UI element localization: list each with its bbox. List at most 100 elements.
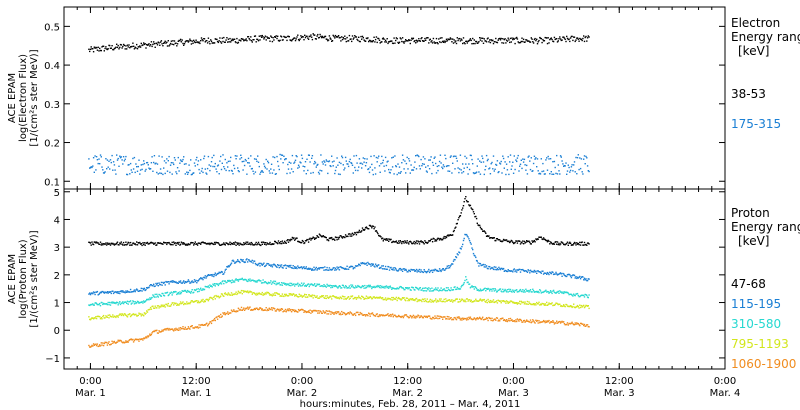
data-point <box>414 299 416 302</box>
data-point <box>465 300 467 303</box>
data-point <box>111 301 113 303</box>
data-point <box>415 240 418 242</box>
data-point <box>492 39 494 41</box>
data-point <box>163 329 165 331</box>
data-point <box>423 300 425 303</box>
data-point <box>271 295 274 297</box>
data-point <box>504 239 506 242</box>
data-point <box>99 318 102 320</box>
data-point <box>519 42 521 44</box>
data-point <box>500 160 502 163</box>
data-point <box>153 283 155 285</box>
data-point <box>473 39 475 41</box>
data-point <box>386 286 388 289</box>
data-point <box>569 241 571 243</box>
data-point <box>130 169 132 171</box>
data-point <box>573 274 576 277</box>
data-point <box>249 278 251 280</box>
data-point <box>434 240 436 242</box>
data-point <box>527 303 529 305</box>
data-point <box>567 305 569 308</box>
data-point <box>96 290 99 293</box>
data-point <box>529 272 531 274</box>
data-point <box>232 39 234 42</box>
data-point <box>536 38 538 40</box>
data-point <box>482 161 485 163</box>
data-point <box>309 284 311 286</box>
data-point <box>173 280 176 283</box>
data-point <box>103 172 105 174</box>
data-point <box>132 42 134 44</box>
data-point <box>323 284 325 286</box>
data-point <box>233 243 236 245</box>
data-point <box>265 39 267 41</box>
data-point <box>295 283 297 285</box>
data-point <box>433 41 435 43</box>
data-point <box>156 244 158 246</box>
data-point <box>586 37 589 39</box>
data-point <box>373 228 375 230</box>
data-point <box>488 41 490 43</box>
data-point <box>226 312 228 315</box>
data-point <box>346 265 348 267</box>
data-point <box>164 172 166 175</box>
data-point <box>227 41 229 43</box>
data-point <box>416 300 418 303</box>
data-point <box>526 270 528 272</box>
data-point <box>147 164 149 166</box>
data-point <box>96 159 99 161</box>
data-point <box>263 309 266 311</box>
data-point <box>459 288 462 290</box>
data-point <box>465 317 467 320</box>
data-point <box>94 155 96 157</box>
data-point <box>154 305 156 307</box>
data-point <box>293 37 295 39</box>
data-point <box>397 297 399 300</box>
data-point <box>250 291 253 293</box>
data-point <box>256 292 258 295</box>
data-point <box>267 281 270 284</box>
data-point <box>516 320 518 323</box>
data-point <box>530 37 532 39</box>
data-point <box>515 269 517 271</box>
data-point <box>260 35 262 37</box>
data-point <box>481 300 483 302</box>
data-point <box>391 314 393 316</box>
data-point <box>163 281 166 284</box>
data-point <box>368 286 371 288</box>
data-point <box>206 325 209 327</box>
data-point <box>533 239 536 242</box>
data-point <box>556 173 559 175</box>
data-point <box>502 317 504 319</box>
data-point <box>366 314 368 316</box>
data-point <box>447 38 449 40</box>
data-point <box>112 242 114 245</box>
data-point <box>475 259 478 262</box>
data-point <box>294 285 296 287</box>
data-point <box>96 49 99 51</box>
data-point <box>284 241 287 244</box>
data-point <box>154 163 156 165</box>
data-point <box>369 224 371 227</box>
data-point <box>214 285 216 287</box>
data-point <box>388 41 390 43</box>
data-point <box>438 300 440 302</box>
data-point <box>102 169 104 171</box>
data-point <box>521 167 523 170</box>
data-point <box>139 169 142 171</box>
data-point <box>410 241 412 243</box>
data-point <box>273 307 275 310</box>
data-point <box>294 39 297 42</box>
data-point <box>250 308 253 311</box>
data-point <box>485 317 488 319</box>
data-point <box>206 173 208 175</box>
data-point <box>412 169 415 171</box>
data-point <box>290 311 293 313</box>
data-point <box>105 291 107 294</box>
data-point <box>115 291 117 293</box>
data-point <box>274 294 277 296</box>
data-point <box>445 318 448 320</box>
data-point <box>140 315 142 317</box>
data-point <box>401 40 403 43</box>
data-point <box>283 265 285 267</box>
